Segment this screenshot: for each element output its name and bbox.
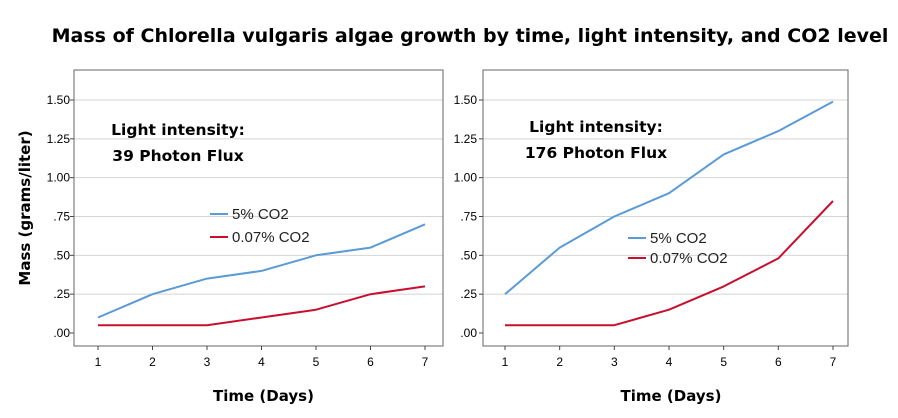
left-y-tick-label: 1.50 <box>47 93 71 107</box>
left-x-tick-label: 4 <box>258 355 265 369</box>
right-x-tick-label: 7 <box>830 355 837 369</box>
left-y-tick-label: 1.00 <box>47 171 71 185</box>
right-series-line-co2-5pct <box>504 100 834 295</box>
left-x-axis-label: Time (Days) <box>213 387 314 405</box>
left-plot-frame <box>73 69 444 347</box>
left-y-tick-label: .75 <box>53 210 70 224</box>
right-plot-frame <box>482 69 849 347</box>
right-y-tick-label: 1.25 <box>454 132 478 146</box>
right-annotation-line: 176 Photon Flux <box>525 144 667 162</box>
right-legend-label-co2-5pct: 5% CO2 <box>650 230 707 247</box>
right-x-tick-label: 6 <box>775 355 782 369</box>
left-y-tick-label: 1.25 <box>47 132 71 146</box>
right-y-tick-label: .75 <box>460 210 477 224</box>
right-x-tick-label: 3 <box>611 355 618 369</box>
right-y-tick-label: 1.00 <box>454 171 478 185</box>
left-legend-label-co2-0.07pct: 0.07% CO2 <box>232 229 310 246</box>
left-legend: 5% CO2 0.07% CO2 <box>210 206 310 246</box>
left-panel: .00 .25 .50 .75 1.00 1.25 1.50 1 2 3 4 5 6 7 Time (Day… <box>47 69 444 405</box>
left-annotation-line: 39 Photon Flux <box>112 147 243 165</box>
left-x-tick-label: 1 <box>95 355 102 369</box>
left-y-tick-label: .00 <box>53 326 70 340</box>
chart-title: Mass of Chlorella vulgaris algae growth … <box>52 25 889 47</box>
right-legend-label-co2-0.07pct: 0.07% CO2 <box>650 250 728 267</box>
y-axis-label: Mass (grams/liter) <box>16 130 34 285</box>
left-y-tick-label: .25 <box>53 287 70 301</box>
right-y-tick-label: .50 <box>460 248 477 262</box>
right-x-tick-label: 5 <box>720 355 727 369</box>
left-legend-label-co2-5pct: 5% CO2 <box>232 206 289 223</box>
right-panel: .00 .25 .50 .75 1.00 1.25 1.50 1 2 3 4 5 6 7 Time (Day… <box>454 69 849 405</box>
right-x-axis-label: Time (Days) <box>621 387 722 405</box>
right-y-tick-label: .25 <box>460 287 477 301</box>
left-series-line-co2-5pct <box>97 223 426 319</box>
right-y-tick-label: 1.50 <box>454 93 478 107</box>
right-annotation-line: Light intensity: <box>529 118 663 136</box>
right-x-tick-label: 2 <box>556 355 563 369</box>
right-x-tick-label: 4 <box>666 355 673 369</box>
right-y-tick-label: .00 <box>460 326 477 340</box>
left-series-line-co2-0.07pct <box>98 285 426 327</box>
left-annotation-line: Light intensity: <box>111 121 245 139</box>
right-legend: 5% CO2 0.07% CO2 <box>628 230 728 267</box>
left-x-tick-label: 6 <box>367 355 374 369</box>
right-x-tick-label: 1 <box>502 355 509 369</box>
left-x-tick-label: 3 <box>204 355 211 369</box>
left-x-tick-label: 5 <box>313 355 320 369</box>
right-series-line-co2-0.07pct <box>505 200 834 327</box>
left-x-tick-label: 7 <box>422 355 429 369</box>
left-y-tick-label: .50 <box>53 248 70 262</box>
left-x-tick-label: 2 <box>149 355 156 369</box>
